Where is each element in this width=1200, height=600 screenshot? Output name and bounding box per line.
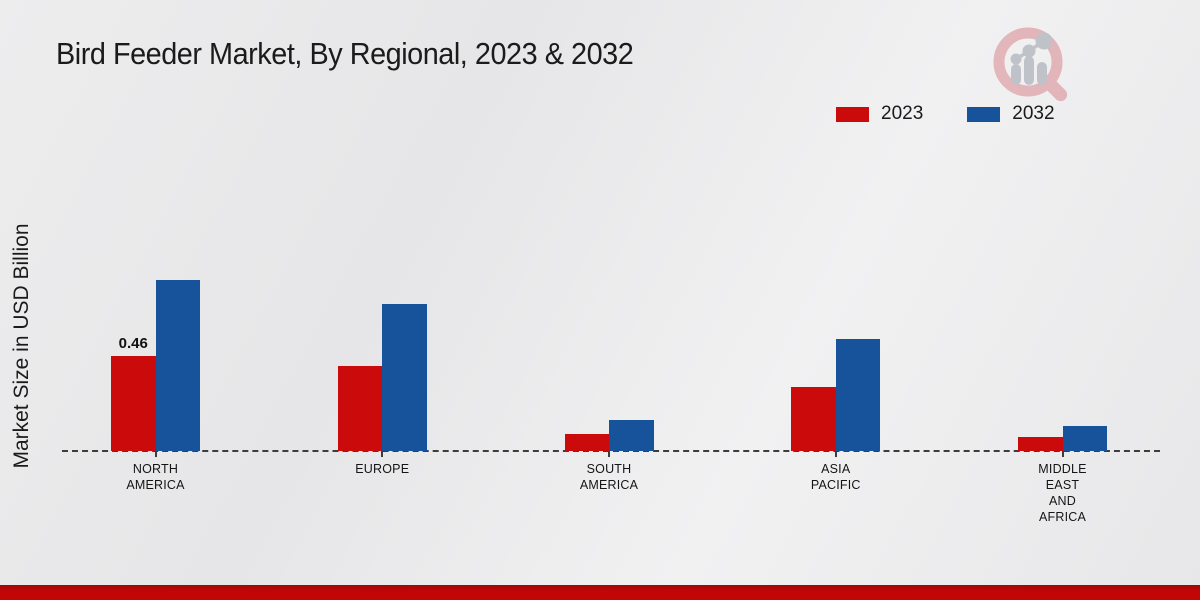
axis-tick-north-america	[154, 451, 157, 457]
bar-2023-south-america	[564, 434, 609, 451]
axis-tick-middle-east-and-africa	[1061, 451, 1064, 457]
x-axis-label-middle-east-and-africa: MIDDLE EAST AND AFRICA	[1038, 462, 1087, 524]
bar-2023-europe	[337, 366, 383, 451]
axis-tick-asia-pacific	[834, 451, 837, 457]
footer-accent-bar	[0, 585, 1200, 600]
legend-label-2032: 2032	[1012, 103, 1055, 124]
bar-2032-asia-pacific	[835, 339, 881, 451]
axis-tick-europe	[381, 451, 384, 457]
bar-2032-middle-east-and-africa	[1062, 426, 1107, 451]
bar-2032-north-america	[155, 279, 200, 451]
x-axis-label-north-america: NORTH AMERICA	[126, 462, 185, 492]
legend: 2023 2032	[836, 103, 1055, 125]
x-axis-line	[62, 450, 1160, 452]
bar-2023-middle-east-and-africa	[1018, 436, 1063, 451]
x-axis-label-south-america: SOUTH AMERICA	[579, 462, 639, 492]
legend-item-2023: 2023	[836, 103, 923, 125]
bar-2032-europe	[382, 304, 427, 451]
legend-item-2032: 2032	[967, 103, 1055, 125]
bar-value-label-2023-north-america: 0.46	[118, 335, 148, 352]
bar-2032-south-america	[609, 420, 654, 451]
x-axis-label-europe: EUROPE	[355, 462, 410, 476]
axis-tick-south-america	[608, 451, 610, 457]
x-axis-label-asia-pacific: ASIA PACIFIC	[810, 462, 861, 492]
legend-label-2023: 2023	[881, 103, 924, 124]
logo-bars-icon	[1011, 56, 1047, 85]
magnifier-icon	[993, 27, 1068, 102]
bar-2023-asia-pacific	[791, 386, 836, 451]
logo-trend-icon	[1010, 32, 1053, 65]
brand-logo	[993, 27, 1068, 102]
legend-swatch-2023	[836, 106, 869, 122]
bar-2023-north-america	[111, 356, 156, 451]
chart-title: Bird Feeder Market, By Regional, 2023 & …	[56, 36, 634, 71]
legend-swatch-2032	[967, 106, 1001, 122]
